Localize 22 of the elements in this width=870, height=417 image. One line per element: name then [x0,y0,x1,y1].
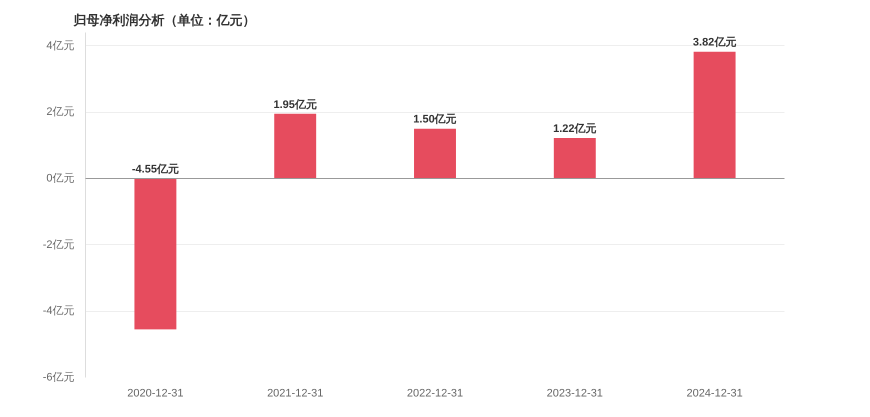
x-tick-label: 2023-12-31 [546,388,603,400]
y-tick-label: -4亿元 [42,305,74,318]
y-tick-label: 2亿元 [46,106,75,118]
data-label: 1.50亿元 [413,114,457,126]
data-label: 1.22亿元 [553,122,597,135]
x-tick-label: 2021-12-31 [267,388,324,400]
data-label: 3.82亿元 [692,36,736,49]
x-tick-label: 2020-12-31 [127,388,184,400]
y-tick-label: 0亿元 [46,172,75,184]
y-tick-label: -6亿元 [42,372,74,384]
x-tick-label: 2024-12-31 [686,388,743,400]
bar [694,52,736,178]
data-label: -4.55亿元 [132,163,179,176]
x-tick-label: 2022-12-31 [406,388,464,400]
bar [554,138,596,178]
bar [414,128,456,178]
bar [134,178,176,330]
chart-title: 归母净利润分析（单位：亿元） [72,12,256,28]
bar [274,114,316,178]
y-tick-label: -2亿元 [42,238,74,251]
data-label: 1.95亿元 [273,98,317,111]
y-tick-label: 4亿元 [46,40,75,52]
